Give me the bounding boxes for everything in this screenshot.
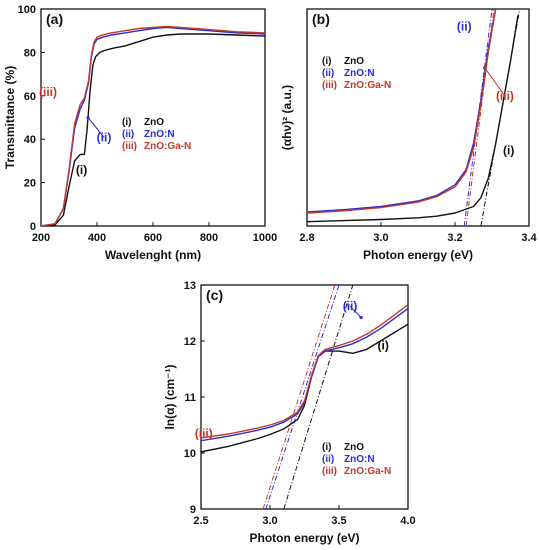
linear-fit-line	[283, 285, 354, 509]
plot-area	[201, 285, 408, 509]
y-tick-label: 0	[30, 221, 36, 233]
panel-label: (b)	[312, 11, 330, 27]
x-tick-label: 3.0	[262, 515, 277, 527]
annotation-label: (i)	[377, 338, 388, 352]
plot-area	[41, 25, 265, 226]
y-tick-label: 20	[24, 178, 36, 190]
y-tick-label: 9	[190, 504, 196, 516]
annotation-label: (iii)	[39, 85, 57, 99]
linear-fit-line	[262, 285, 336, 509]
legend-entry-name: ZnO	[344, 56, 364, 67]
y-tick-label: 10	[184, 448, 196, 460]
annotation-label: (iii)	[195, 426, 213, 440]
legend-entry-name: ZnO:N	[344, 68, 375, 79]
legend-entry-number: (iii)	[322, 80, 337, 91]
annotation-label: (iii)	[496, 89, 514, 103]
legend-entry-name: ZnO	[144, 117, 164, 128]
legend-entry-name: ZnO:Ga-N	[144, 141, 191, 152]
legend-entry-name: ZnO	[344, 442, 364, 453]
series-line-zno-ga-n	[201, 304, 408, 439]
x-tick-label: 2.8	[299, 232, 314, 244]
x-tick-label: 600	[144, 232, 162, 244]
legend-entry-number: (i)	[122, 117, 131, 128]
linear-fit-line	[265, 285, 340, 509]
legend-entry-number: (ii)	[122, 129, 134, 140]
y-tick-label: 11	[184, 392, 196, 404]
legend: (i) ZnO (ii) ZnO:N (iii) ZnO:Ga-N	[322, 56, 391, 91]
x-tick-label: 400	[88, 232, 106, 244]
panel-label: (c)	[206, 287, 223, 303]
x-tick-label: 3.4	[521, 232, 537, 244]
legend-entry-name: ZnO:N	[144, 129, 175, 140]
x-tick-label: 3.0	[373, 232, 388, 244]
series-line-zno-ga-n	[41, 25, 265, 226]
annotation-arrow-head	[359, 315, 363, 320]
series-line-zno-n	[307, 9, 497, 213]
panel-a: 200 400 600 800 1000 0 20 40 60 80 100 Wavelenght (…	[3, 4, 277, 262]
linear-fit-line	[463, 9, 493, 226]
series-line-zno-ga-n	[307, 9, 497, 214]
panel-c: 2.5 3.0 3.5 4.0 9 10 11 12 13 Photon energy (eV) l…	[163, 280, 416, 545]
x-axis-title: Photon energy (eV)	[249, 531, 359, 545]
x-tick-label: 4.0	[400, 515, 415, 527]
x-tick-label: 3.2	[447, 232, 462, 244]
x-tick-label: 800	[200, 232, 218, 244]
legend-entry-number: (ii)	[322, 68, 334, 79]
y-tick-label: 80	[24, 47, 36, 59]
annotation-arrow-head	[483, 65, 487, 70]
legend: (i) ZnO (ii) ZnO:N (iii) ZnO:Ga-N	[122, 117, 191, 152]
plot-area	[307, 9, 521, 226]
annotation-label: (i)	[503, 143, 514, 157]
x-tick-label: 2.5	[193, 515, 208, 527]
legend-entry-number: (iii)	[122, 141, 137, 152]
y-axis-title: (αhν)² (a.u.)	[280, 85, 294, 150]
annotation-label: (i)	[76, 163, 87, 177]
legend-entry-number: (ii)	[322, 454, 334, 465]
annotation-label: (ii)	[97, 130, 112, 144]
legend-entry-number: (i)	[322, 442, 331, 453]
legend-entry-number: (i)	[322, 56, 331, 67]
legend-entry-name: ZnO:Ga-N	[344, 466, 391, 477]
x-axis-title: Photon energy (eV)	[363, 248, 473, 262]
x-tick-label: 1000	[253, 232, 277, 244]
y-axis-title: ln(α) (cm⁻¹)	[163, 364, 177, 429]
plot-frame	[306, 8, 530, 227]
legend: (i) ZnO (ii) ZnO:N (iii) ZnO:Ga-N	[322, 442, 391, 477]
annotation-arrow	[87, 117, 105, 138]
legend-entry-number: (iii)	[322, 466, 337, 477]
x-tick-label: 3.5	[331, 515, 346, 527]
annotation-arrow	[349, 305, 362, 318]
y-tick-label: 13	[184, 280, 196, 292]
annotation-label: (ii)	[343, 299, 358, 313]
x-axis-title: Wavelenght (nm)	[105, 248, 201, 262]
y-tick-label: 40	[24, 134, 36, 146]
y-tick-label: 60	[24, 91, 36, 103]
legend-entry-name: ZnO:N	[344, 454, 375, 465]
y-tick-label: 12	[184, 336, 196, 348]
annotation-arrow-head	[86, 115, 90, 120]
series-line-zno	[41, 33, 265, 226]
annotation-label: (ii)	[457, 20, 472, 34]
legend-entry-name: ZnO:Ga-N	[344, 80, 391, 91]
series-line-zno	[307, 15, 519, 223]
y-axis-title: Transmittance (%)	[3, 66, 17, 169]
panel-label: (a)	[46, 11, 63, 27]
annotation-arrow	[484, 67, 506, 97]
panel-b: 2.8 3.0 3.2 3.4 Photon energy (eV) (αhν)² (a.…	[280, 8, 538, 262]
y-tick-label: 100	[18, 4, 36, 16]
x-tick-label: 200	[32, 232, 50, 244]
